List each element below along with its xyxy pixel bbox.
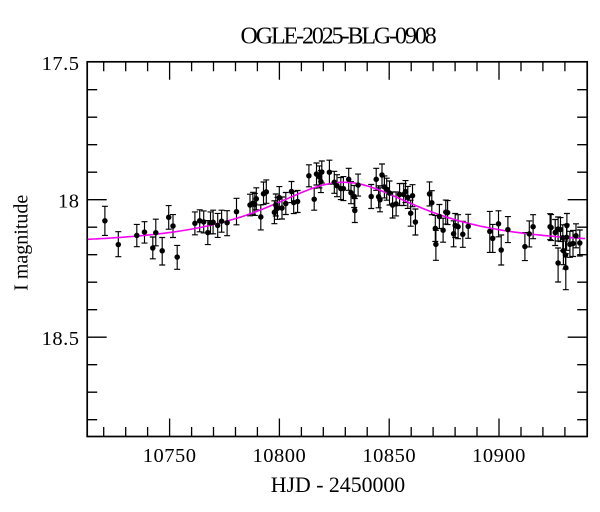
svg-text:10850: 10850 bbox=[362, 445, 416, 467]
svg-text:17.5: 17.5 bbox=[42, 53, 80, 75]
svg-text:10750: 10750 bbox=[143, 445, 197, 467]
svg-text:18.5: 18.5 bbox=[42, 328, 80, 350]
svg-text:18: 18 bbox=[58, 190, 80, 212]
svg-text:I magnitude: I magnitude bbox=[10, 195, 32, 291]
svg-text:HJD - 2450000: HJD - 2450000 bbox=[271, 473, 406, 497]
svg-text:OGLE-2025-BLG-0908: OGLE-2025-BLG-0908 bbox=[241, 23, 437, 49]
svg-text:10800: 10800 bbox=[253, 445, 307, 467]
svg-text:10900: 10900 bbox=[472, 445, 526, 467]
